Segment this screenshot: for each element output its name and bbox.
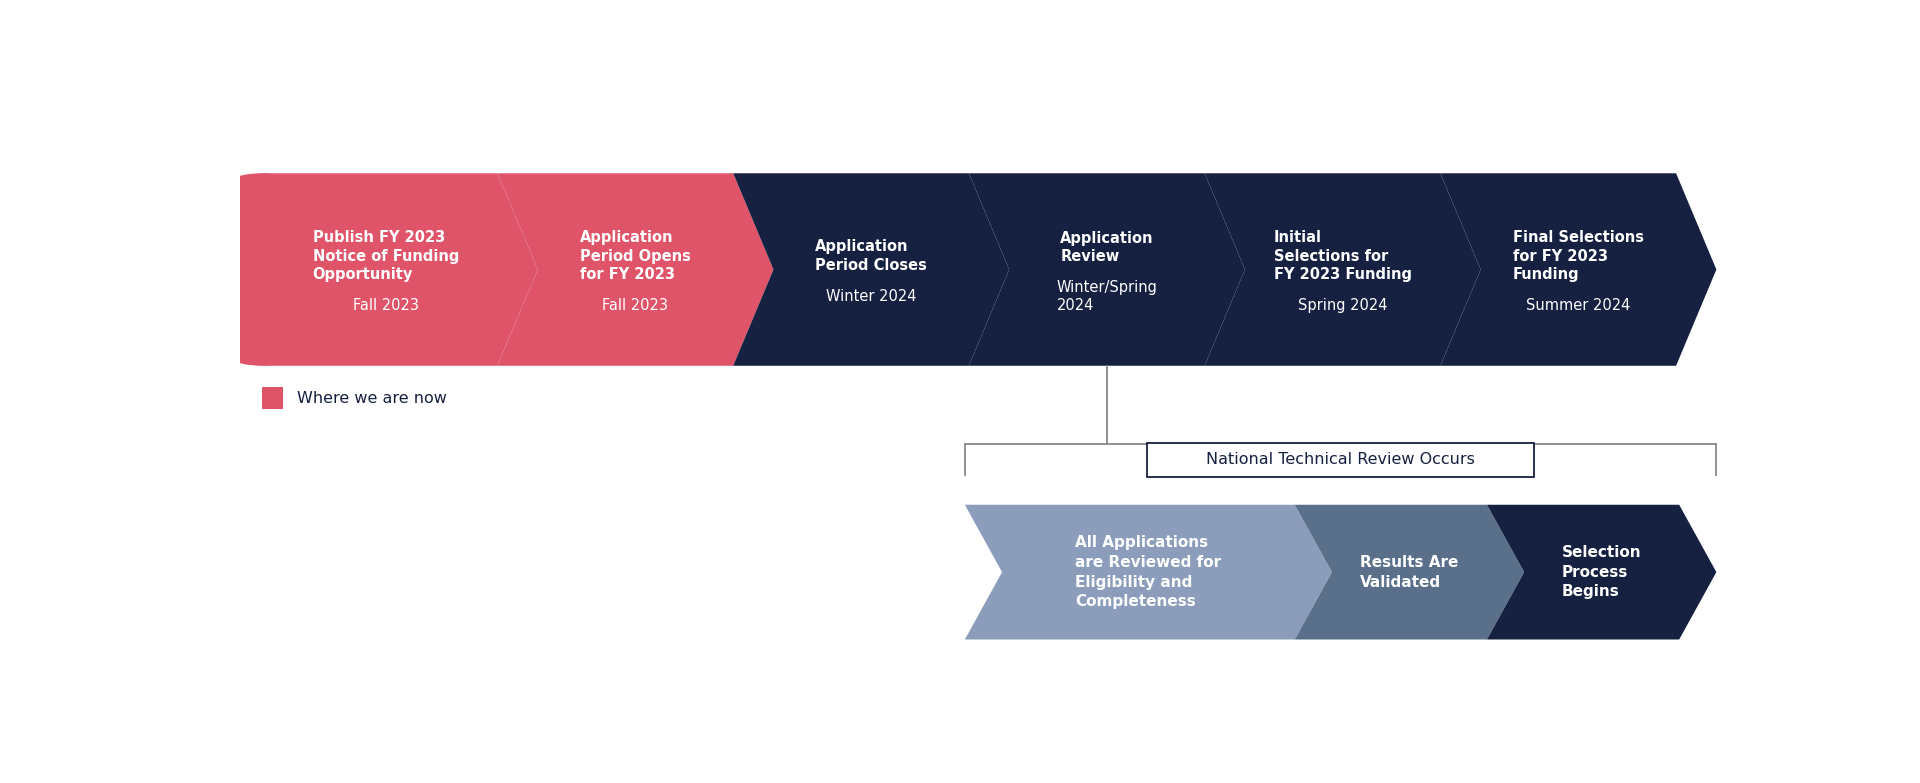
Polygon shape (1204, 173, 1480, 366)
Text: Summer 2024: Summer 2024 (1526, 298, 1630, 313)
Text: Publish FY 2023
Notice of Funding
Opportunity: Publish FY 2023 Notice of Funding Opport… (313, 230, 459, 283)
Text: Winter 2024: Winter 2024 (826, 289, 916, 304)
Text: All Applications
are Reviewed for
Eligibility and
Completeness: All Applications are Reviewed for Eligib… (1075, 535, 1221, 609)
Text: Fall 2023: Fall 2023 (603, 298, 668, 313)
Polygon shape (1486, 505, 1716, 640)
Text: National Technical Review Occurs: National Technical Review Occurs (1206, 453, 1475, 467)
Text: Fall 2023: Fall 2023 (353, 298, 419, 313)
Text: Application
Period Closes: Application Period Closes (816, 240, 927, 273)
Polygon shape (970, 173, 1244, 366)
Text: Application
Period Opens
for FY 2023: Application Period Opens for FY 2023 (580, 230, 691, 283)
Text: Selection
Process
Begins: Selection Process Begins (1561, 545, 1642, 600)
Polygon shape (733, 173, 1010, 366)
Text: Spring 2024: Spring 2024 (1298, 298, 1388, 313)
Text: Results Are
Validated: Results Are Validated (1359, 554, 1459, 590)
FancyBboxPatch shape (1146, 442, 1534, 477)
Polygon shape (1440, 173, 1716, 366)
Text: Final Selections
for FY 2023
Funding: Final Selections for FY 2023 Funding (1513, 230, 1644, 283)
Text: Application
Review: Application Review (1060, 230, 1154, 264)
Polygon shape (497, 173, 774, 366)
Polygon shape (966, 505, 1332, 640)
Text: Initial
Selections for
FY 2023 Funding: Initial Selections for FY 2023 Funding (1273, 230, 1411, 283)
Bar (261, 388, 284, 409)
Text: Where we are now: Where we are now (298, 391, 447, 406)
Text: Winter/Spring
2024: Winter/Spring 2024 (1056, 280, 1158, 313)
Polygon shape (261, 173, 538, 366)
Polygon shape (1294, 505, 1524, 640)
Circle shape (165, 173, 359, 366)
